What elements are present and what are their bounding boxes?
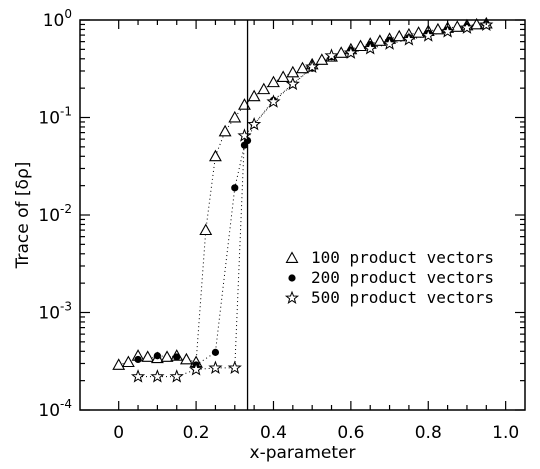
series-2-point <box>211 348 220 356</box>
series-3-point <box>237 128 252 142</box>
series-1-point <box>218 124 232 137</box>
series-1-point <box>450 20 464 32</box>
series-1-point <box>121 355 135 368</box>
series-1-point <box>257 82 271 95</box>
legend-label-3: 500 product vectors <box>311 288 494 307</box>
series-1-point <box>354 39 367 52</box>
series-1-point <box>267 75 280 88</box>
series-1-point <box>112 358 126 370</box>
series-2-point <box>134 355 142 364</box>
x-axis: 0 0.2 0.4 0.6 0.8 1.0 <box>113 20 519 443</box>
series-1-point <box>160 350 174 362</box>
series-3-point <box>130 369 146 383</box>
series-3-point <box>343 45 358 59</box>
series-3-point <box>401 32 416 46</box>
y-tick-label: 10-4 <box>38 397 72 421</box>
legend-marker-2 <box>288 274 296 282</box>
series-1-point <box>296 61 309 74</box>
y-tick-label: 10-2 <box>38 202 72 226</box>
series-1-point <box>141 350 155 362</box>
y-tick-label: 100 <box>43 7 72 31</box>
series-3-point <box>150 369 165 383</box>
y-tick-label: 10-3 <box>38 300 72 324</box>
x-tick-label: 0.6 <box>337 423 364 443</box>
series-3-point <box>189 362 204 376</box>
series-1-point <box>373 34 387 46</box>
series-1-point <box>334 46 348 58</box>
series-3-point <box>382 36 397 50</box>
series-3-point <box>227 360 242 374</box>
x-tick-label: 0.2 <box>183 423 210 443</box>
x-tick-label: 0 <box>113 423 124 443</box>
series-1-point <box>392 29 406 42</box>
series-2-point <box>153 352 161 360</box>
series-3-point <box>285 76 300 91</box>
series-3-point <box>459 20 475 34</box>
series-1-point <box>431 22 445 35</box>
series-1-point <box>315 53 329 65</box>
series-1-point <box>179 352 193 365</box>
series-3-point <box>208 360 223 374</box>
series-3-point <box>169 369 184 383</box>
y-axis-label: Trace of [δρ] <box>13 162 33 270</box>
x-tick-label: 0.4 <box>260 423 287 443</box>
series-1-point <box>276 70 290 82</box>
series-1-point <box>412 26 426 38</box>
y-axis: 100 10-1 10-2 10-3 10-4 <box>38 7 525 421</box>
x-axis-label: x-parameter <box>250 443 356 463</box>
series-3-point <box>363 41 378 55</box>
series-3-point <box>440 24 455 38</box>
series-3-point <box>266 94 281 108</box>
y-tick-label: 10-1 <box>38 105 72 129</box>
series-1-point <box>247 89 261 102</box>
series-2-point <box>231 184 239 192</box>
series-1-point <box>199 223 213 236</box>
series-1-point <box>470 17 484 30</box>
legend-marker-3 <box>284 290 300 305</box>
legend-label-2: 200 product vectors <box>311 268 494 287</box>
series-3-point <box>305 59 320 73</box>
series-markers <box>112 16 494 383</box>
legend-marker-1 <box>285 251 299 263</box>
series-1-point <box>228 110 242 123</box>
legend-label-1: 100 product vectors <box>311 248 494 267</box>
series-3-point <box>421 28 436 42</box>
series-3-point <box>247 116 262 131</box>
series-1-point <box>209 149 222 162</box>
x-tick-label: 0.8 <box>415 423 442 443</box>
x-tick-label: 1.0 <box>492 423 519 443</box>
series-3-point <box>324 48 339 62</box>
series-2-point <box>173 353 181 361</box>
